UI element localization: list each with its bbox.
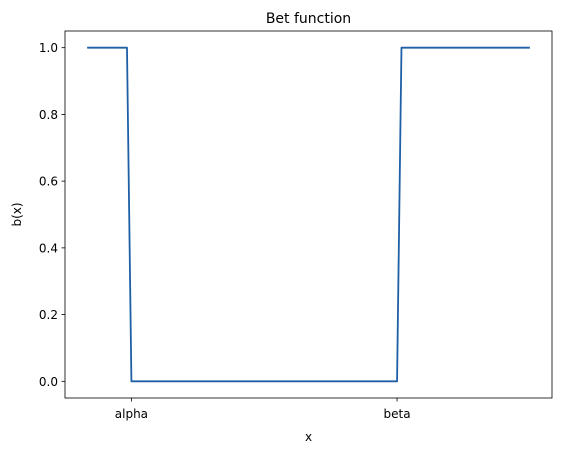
y-tick-label: 0.6 — [39, 175, 58, 189]
plot-frame — [64, 30, 553, 399]
y-tick-label: 0.0 — [39, 375, 58, 389]
x-axis-ticks: alpha beta — [115, 398, 411, 421]
y-axis-ticks: 0.0 0.2 0.4 0.6 0.8 1.0 — [39, 41, 65, 389]
x-tick-label: beta — [384, 407, 411, 421]
y-tick-label: 0.8 — [39, 108, 58, 122]
y-tick-label: 0.2 — [39, 308, 58, 322]
plot-area-border — [64, 30, 553, 399]
y-tick-label: 0.4 — [39, 241, 58, 255]
y-axis-label: b(x) — [10, 202, 24, 226]
x-tick-label: alpha — [115, 407, 148, 421]
series-line — [87, 46, 530, 383]
x-axis-label: x — [305, 430, 312, 444]
y-tick-label: 1.0 — [39, 41, 58, 55]
chart-title: Bet function — [266, 11, 351, 27]
series-layer — [87, 46, 530, 383]
